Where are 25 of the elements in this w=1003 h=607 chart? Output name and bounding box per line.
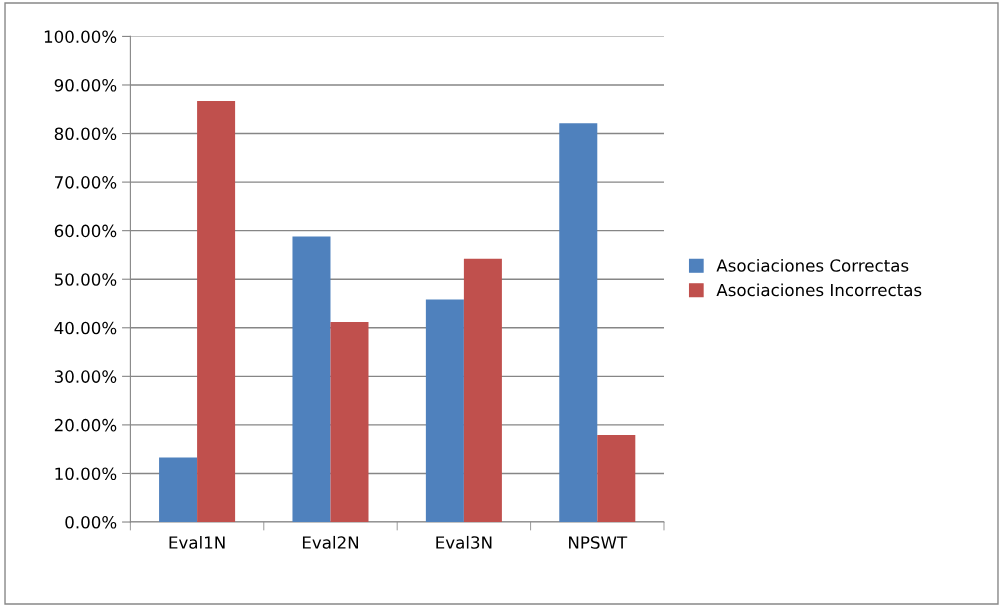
bar bbox=[425, 299, 464, 523]
bar bbox=[330, 321, 369, 523]
y-tick-label: 80.00% bbox=[54, 127, 117, 141]
bar bbox=[559, 123, 598, 523]
y-tick-label: 0.00% bbox=[65, 515, 117, 529]
y-tick-label: 20.00% bbox=[54, 418, 117, 432]
x-tick-label: NPSWT bbox=[569, 536, 628, 549]
y-tick-label: 40.00% bbox=[54, 321, 117, 335]
x-tick-label: Eval3N bbox=[436, 535, 492, 549]
bar bbox=[463, 258, 502, 523]
legend-label: Asociaciones Incorrectas bbox=[716, 283, 922, 297]
x-tick-label: Eval2N bbox=[302, 535, 358, 549]
bar bbox=[292, 236, 331, 523]
y-tick-label: 90.00% bbox=[54, 78, 117, 92]
bar bbox=[159, 457, 198, 523]
x-tick-label: Eval1N bbox=[169, 535, 225, 549]
y-tick-label: 10.00% bbox=[55, 467, 117, 481]
bar bbox=[597, 435, 636, 523]
bar bbox=[197, 101, 236, 523]
y-tick-label: 60.00% bbox=[54, 224, 117, 238]
y-tick-label: 30.00% bbox=[54, 370, 117, 383]
y-tick-label: 50.00% bbox=[54, 273, 117, 286]
legend-label: Asociaciones Correctas bbox=[716, 258, 909, 272]
y-tick-label: 100.00% bbox=[44, 30, 117, 43]
y-tick-label: 70.00% bbox=[55, 176, 117, 189]
